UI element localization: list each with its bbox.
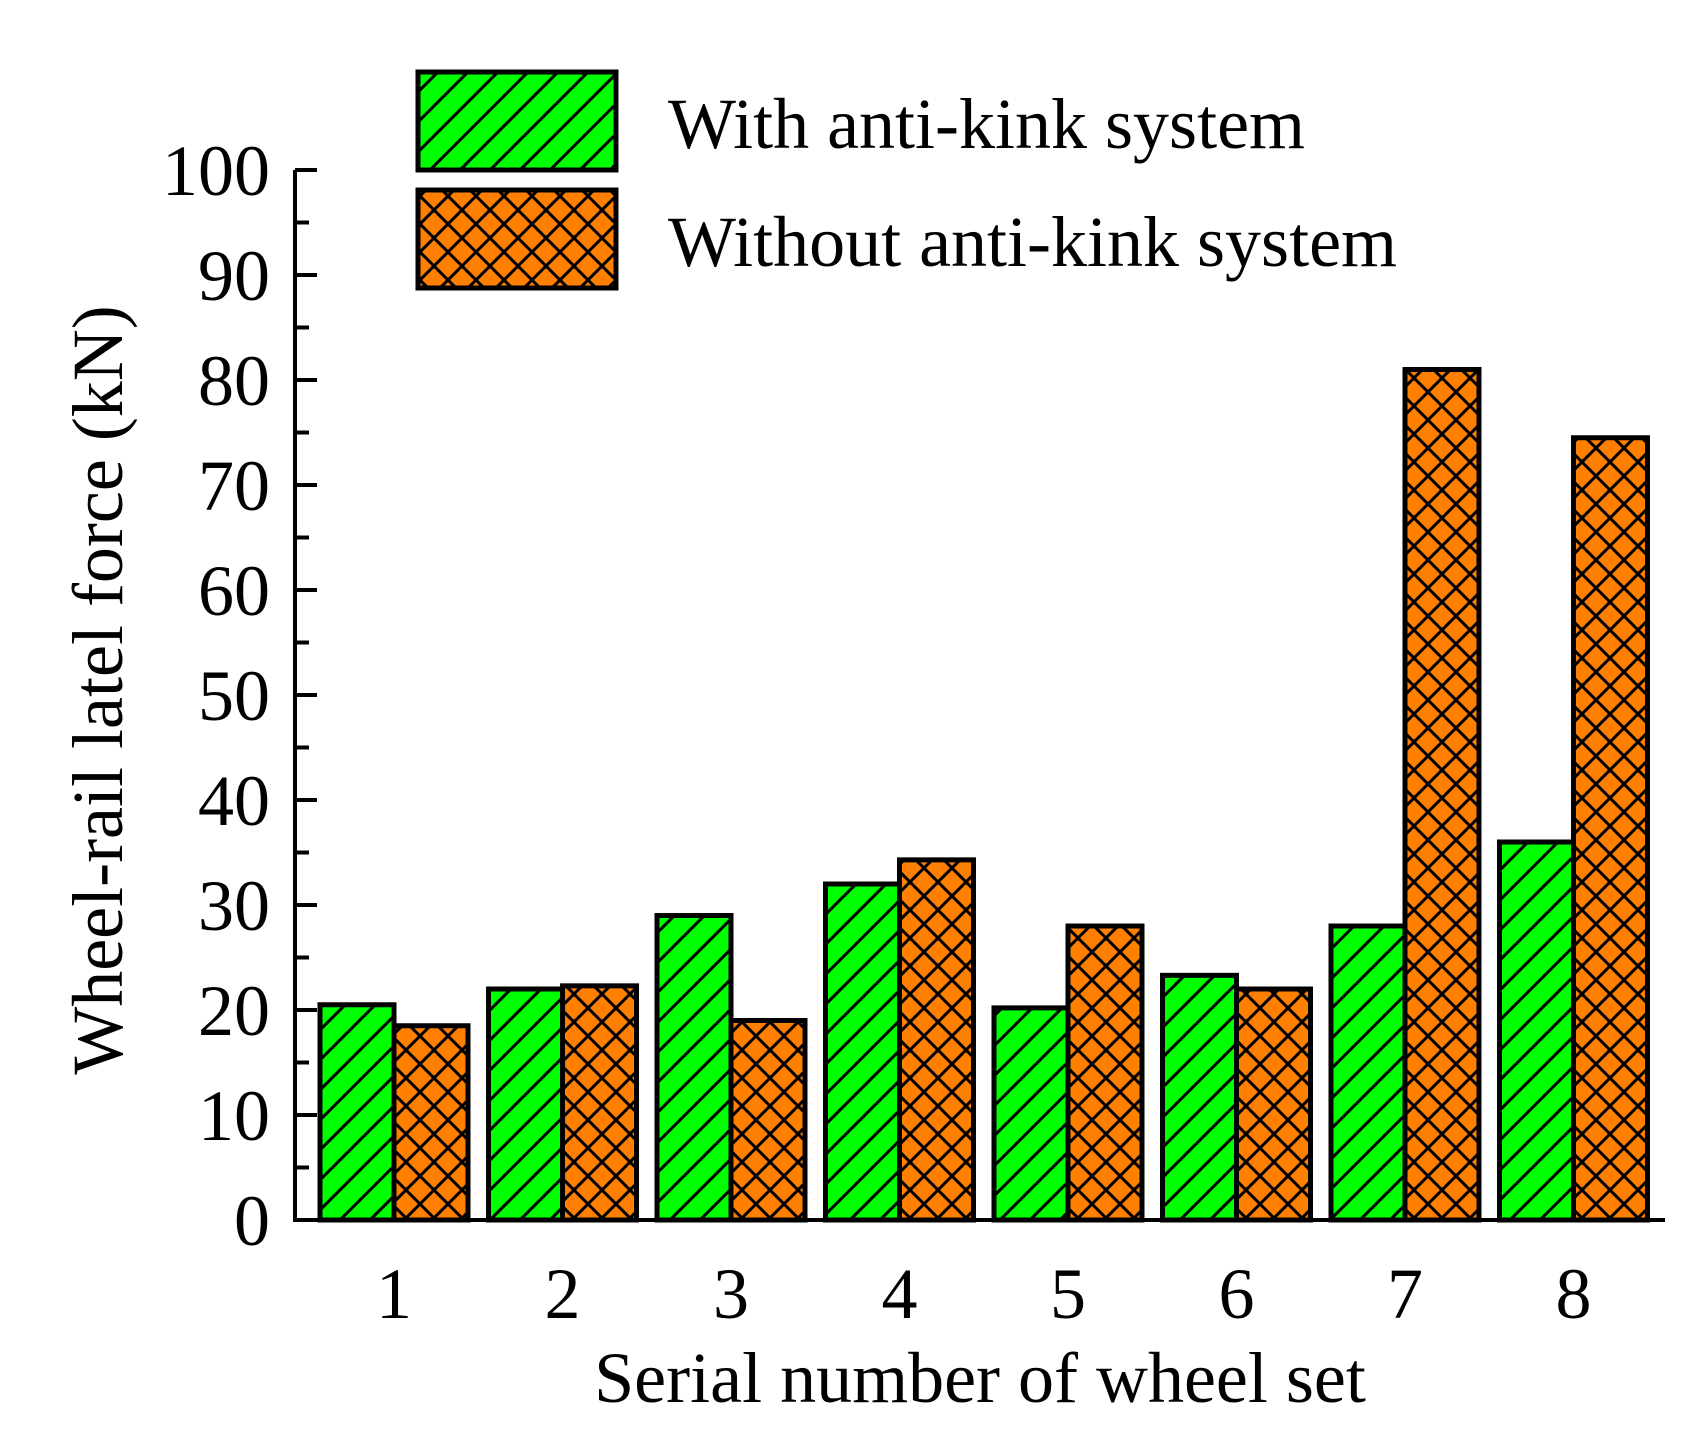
y-tick-label: 90 — [198, 236, 270, 316]
y-tick-label: 100 — [162, 131, 270, 211]
y-axis: 0 10 20 30 40 50 60 70 80 90 100 — [162, 131, 317, 1261]
bar-with-anti-kink — [1497, 839, 1576, 1223]
bar-without-anti-kink — [1402, 367, 1482, 1223]
y-tick-label: 50 — [198, 656, 270, 736]
x-ticks: 1 2 3 4 5 6 7 8 — [376, 1254, 1592, 1334]
y-tick-label: 40 — [198, 761, 270, 841]
bar-with-anti-kink — [1328, 923, 1408, 1223]
legend-label-without: Without anti-kink system — [668, 202, 1397, 282]
y-tick-label: 70 — [198, 446, 270, 526]
bar-with-anti-kink — [991, 1005, 1071, 1223]
x-tick-label: 4 — [882, 1254, 918, 1334]
bar-with-anti-kink — [823, 881, 902, 1223]
legend-label-with: With anti-kink system — [668, 84, 1305, 164]
y-tick-label: 0 — [234, 1181, 270, 1261]
bar-without-anti-kink — [1571, 435, 1650, 1223]
bar-with-anti-kink — [317, 1002, 397, 1223]
legend-swatch-with — [415, 69, 619, 173]
x-tick-label: 8 — [1556, 1254, 1592, 1334]
y-tick-label: 20 — [198, 971, 270, 1051]
bar-without-anti-kink — [1065, 923, 1145, 1223]
x-axis-label: Serial number of wheel set — [594, 1338, 1366, 1418]
bar-with-anti-kink — [654, 913, 734, 1223]
y-tick-label: 80 — [198, 341, 270, 421]
legend: With anti-kink system Without anti-kink … — [415, 69, 1397, 291]
bar-without-anti-kink — [1234, 986, 1313, 1223]
y-tick-label: 30 — [198, 866, 270, 946]
bar-without-anti-kink — [897, 857, 976, 1223]
y-ticks: 0 10 20 30 40 50 60 70 80 90 100 — [162, 131, 317, 1261]
bar-with-anti-kink — [1160, 972, 1239, 1223]
x-tick-label: 5 — [1050, 1254, 1086, 1334]
bars — [317, 367, 1650, 1223]
legend-swatch-without — [415, 187, 619, 291]
y-tick-label: 60 — [198, 551, 270, 631]
x-tick-label: 3 — [713, 1254, 749, 1334]
x-tick-label: 6 — [1219, 1254, 1255, 1334]
bar-without-anti-kink — [560, 983, 639, 1223]
y-tick-label: 10 — [198, 1076, 270, 1156]
bar-without-anti-kink — [391, 1023, 471, 1223]
x-tick-label: 2 — [545, 1254, 581, 1334]
y-axis-label: Wheel-rail latel force (kN) — [58, 305, 138, 1075]
x-tick-label: 1 — [376, 1254, 412, 1334]
x-tick-label: 7 — [1387, 1254, 1423, 1334]
bar-with-anti-kink — [486, 986, 565, 1223]
bar-without-anti-kink — [728, 1018, 808, 1223]
